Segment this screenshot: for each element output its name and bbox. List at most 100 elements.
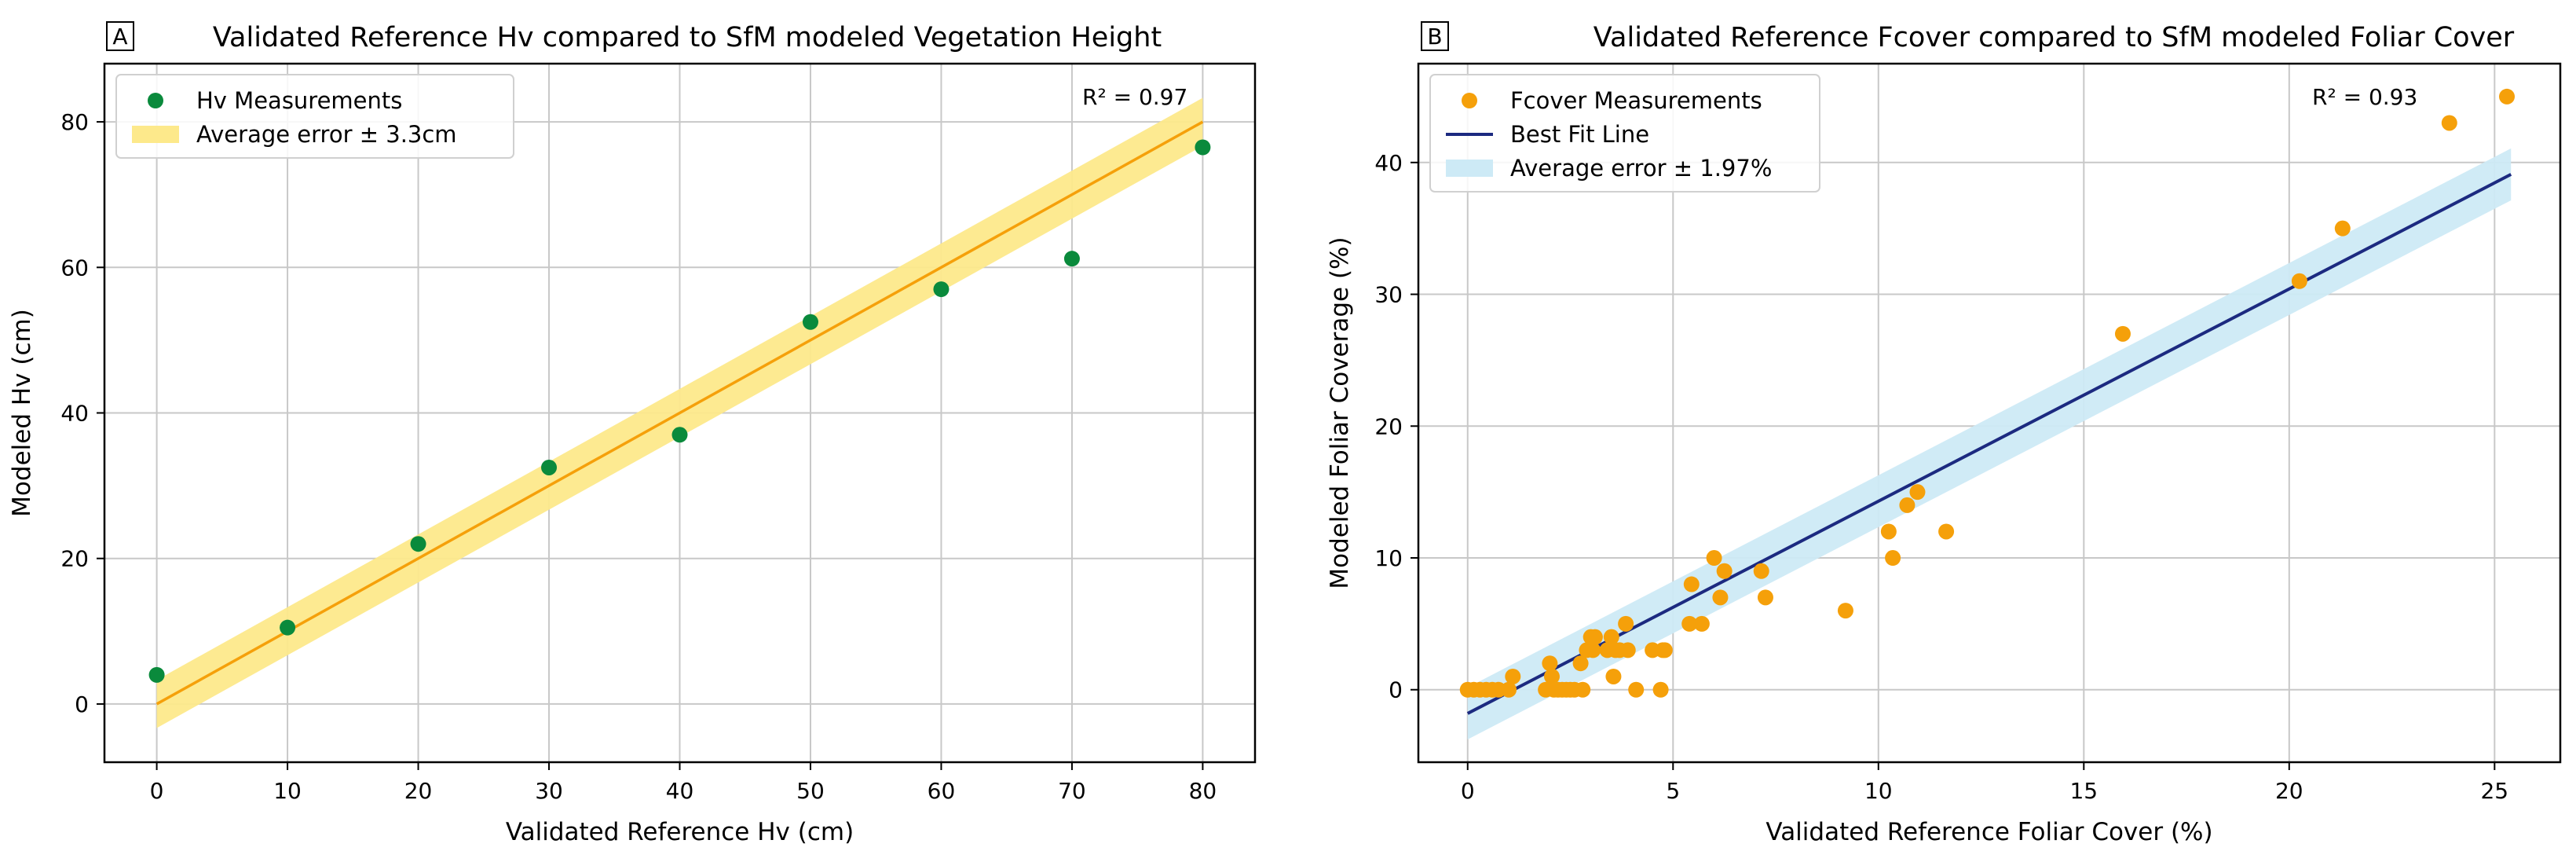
data-point	[2441, 115, 2457, 131]
y-tick-label: 60	[60, 255, 89, 281]
data-point	[1572, 655, 1589, 672]
data-point	[1505, 668, 1521, 684]
panel-letter-box	[106, 21, 134, 51]
data-point	[410, 536, 426, 552]
data-point	[1543, 668, 1560, 684]
legend-frame	[115, 74, 514, 159]
data-point	[1605, 668, 1622, 684]
data-point	[1880, 523, 1897, 540]
data-point	[1938, 523, 1955, 540]
data-point	[2114, 325, 2131, 342]
x-tick-label: 5	[1666, 778, 1680, 804]
r-squared-annotation: R² = 0.97	[1082, 84, 1187, 110]
data-point	[1683, 576, 1700, 592]
legend-marker-band	[132, 126, 179, 143]
data-point	[933, 281, 950, 298]
legend-marker-points	[1462, 93, 1477, 108]
x-axis-label: Validated Reference Hv (cm)	[506, 818, 854, 846]
legend-label: Average error ± 3.3cm	[196, 121, 457, 148]
y-tick-label: 80	[60, 109, 89, 135]
data-point	[1837, 603, 1853, 619]
panel-letter: B	[1427, 24, 1442, 50]
data-point	[1619, 642, 1636, 658]
x-tick-label: 70	[1058, 778, 1086, 804]
fit-line	[1466, 173, 2512, 715]
data-point	[1618, 615, 1634, 632]
panel-letter-box	[1421, 21, 1449, 51]
r-squared-annotation: R² = 0.93	[2312, 84, 2417, 110]
data-point	[1195, 139, 1211, 156]
data-point	[1628, 681, 1645, 698]
data-point	[1706, 550, 1722, 567]
data-point	[280, 619, 296, 636]
legend-label: Hv Measurements	[196, 87, 402, 114]
chart-panel-a: 0 10 20 30 40 50 60 70 80 0 20 40 60 80 Validated Refe…	[8, 21, 1257, 846]
legend-label: Fcover Measurements	[1510, 87, 1762, 114]
legend-frame	[1429, 74, 1820, 193]
data-point	[1585, 642, 1601, 658]
data-point	[1909, 484, 1926, 501]
y-tick-label: 0	[1389, 677, 1403, 703]
x-tick-label: 0	[150, 778, 164, 804]
plot-area	[1459, 88, 2516, 739]
legend: Fcover Measurements Best Fit Line Average …	[1429, 74, 1820, 193]
legend-marker-points	[148, 93, 163, 108]
data-point	[1586, 629, 1603, 645]
plot-frame	[1417, 62, 2562, 764]
x-tick-label: 50	[796, 778, 825, 804]
data-point	[671, 427, 688, 443]
data-point	[1757, 589, 1773, 606]
plot-area	[148, 97, 1211, 728]
data-point	[802, 314, 818, 330]
data-point	[1712, 589, 1729, 606]
x-tick-label: 20	[2275, 778, 2303, 804]
data-point	[1542, 655, 1558, 672]
data-point	[1501, 681, 1517, 698]
chart-title: Validated Reference Hv compared to SfM m…	[213, 22, 1162, 53]
x-axis-label: Validated Reference Foliar Cover (%)	[1766, 818, 2212, 846]
x-tick-label: 40	[666, 778, 694, 804]
data-point	[2291, 273, 2307, 289]
data-point	[1681, 615, 1698, 632]
x-tick-label: 10	[1864, 778, 1893, 804]
x-tick-label: 80	[1189, 778, 1217, 804]
x-tick-label: 25	[2480, 778, 2508, 804]
chart-title: Validated Reference Fcover compared to S…	[1594, 22, 2515, 53]
data-point	[1652, 681, 1669, 698]
legend-label: Best Fit Line	[1510, 121, 1649, 148]
y-axis-label: Modeled Hv (cm)	[8, 309, 36, 517]
x-tick-label: 30	[535, 778, 563, 804]
data-point	[1575, 681, 1591, 698]
y-tick-label: 30	[1374, 282, 1403, 308]
data-point	[1693, 615, 1710, 632]
data-point	[1063, 251, 1080, 267]
data-point	[1603, 629, 1619, 645]
fit-line	[156, 120, 1204, 706]
data-point	[1656, 642, 1673, 658]
x-tick-label: 10	[273, 778, 302, 804]
data-point	[2499, 88, 2516, 105]
chart-panel-b: 0 5 10 15 20 25 0 10 20 30 40 Validated Reference F…	[1326, 21, 2562, 846]
y-tick-label: 0	[75, 691, 89, 717]
panel-letter: A	[112, 24, 127, 50]
data-point	[2334, 220, 2351, 237]
y-tick-label: 40	[1374, 150, 1403, 176]
legend: Hv Measurements Average error ± 3.3cm	[115, 74, 514, 159]
data-point	[1899, 497, 1916, 513]
data-point	[1753, 563, 1769, 579]
legend-label: Average error ± 1.97%	[1510, 155, 1772, 182]
y-axis-label: Modeled Foliar Coverage (%)	[1326, 237, 1354, 589]
y-tick-label: 20	[1374, 413, 1403, 439]
x-tick-label: 20	[404, 778, 433, 804]
data-point	[541, 459, 558, 475]
data-point	[1716, 563, 1733, 579]
x-tick-label: 15	[2069, 778, 2098, 804]
legend-marker-band	[1446, 160, 1493, 177]
x-tick-label: 0	[1461, 778, 1475, 804]
data-point	[148, 666, 165, 683]
y-tick-label: 20	[60, 546, 89, 572]
y-tick-label: 40	[60, 401, 89, 427]
x-tick-label: 60	[928, 778, 956, 804]
y-tick-label: 10	[1374, 545, 1403, 571]
